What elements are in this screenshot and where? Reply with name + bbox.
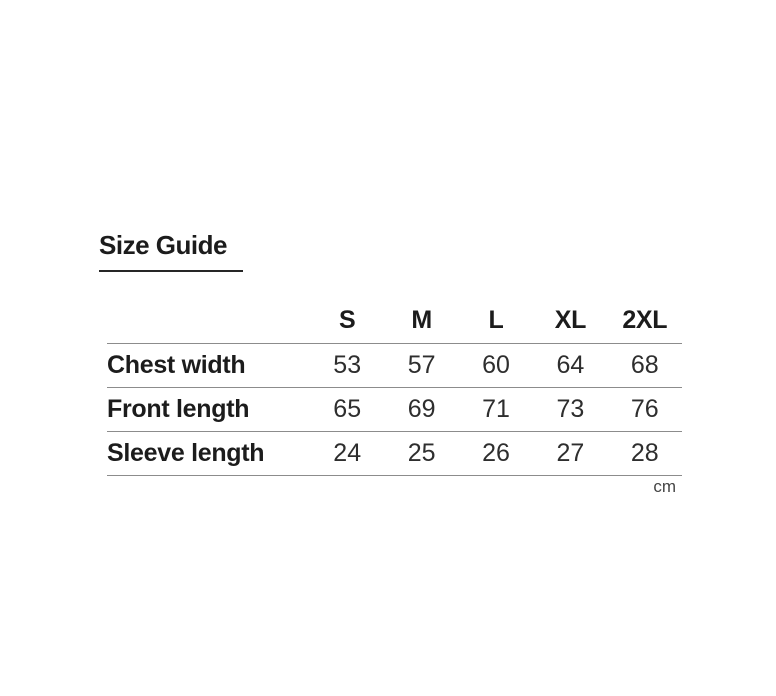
measurement-value-cell: 26 — [458, 431, 534, 476]
measurement-value-cell: 27 — [533, 431, 608, 476]
size-guide-table: S M L XL 2XL Chest width 53 57 60 64 68 … — [107, 306, 682, 476]
measurement-value-cell: 68 — [607, 343, 682, 388]
size-column-header-2xl: 2XL — [607, 306, 682, 344]
size-column-header-m: M — [384, 306, 459, 344]
measurement-value-cell: 28 — [607, 431, 682, 476]
size-guide-title-underline — [99, 270, 243, 273]
measurement-value-cell: 24 — [310, 431, 385, 476]
measurement-row-label: Chest width — [107, 343, 311, 388]
size-column-header-l: L — [458, 306, 534, 344]
measurement-value-cell: 25 — [384, 431, 459, 476]
table-row-sleeve-length: Sleeve length 24 25 26 27 28 — [107, 431, 682, 476]
size-column-header-xl: XL — [533, 306, 608, 344]
header-corner-cell — [107, 306, 311, 344]
size-header-row: S M L XL 2XL — [107, 306, 682, 344]
table-row-front-length: Front length 65 69 71 73 76 — [107, 387, 682, 432]
measurement-value-cell: 76 — [607, 387, 682, 432]
unit-label: cm — [653, 477, 676, 496]
table-row-chest-width: Chest width 53 57 60 64 68 — [107, 343, 682, 388]
measurement-value-cell: 73 — [533, 387, 608, 432]
measurement-row-label: Front length — [107, 387, 311, 432]
measurement-value-cell: 57 — [384, 343, 459, 388]
measurement-value-cell: 71 — [458, 387, 534, 432]
measurement-value-cell: 65 — [310, 387, 385, 432]
size-column-header-s: S — [310, 306, 385, 344]
measurement-value-cell: 60 — [458, 343, 534, 388]
measurement-value-cell: 69 — [384, 387, 459, 432]
measurement-value-cell: 53 — [310, 343, 385, 388]
measurement-row-label: Sleeve length — [107, 431, 311, 476]
size-guide-title: Size Guide — [99, 230, 227, 260]
measurement-value-cell: 64 — [533, 343, 608, 388]
